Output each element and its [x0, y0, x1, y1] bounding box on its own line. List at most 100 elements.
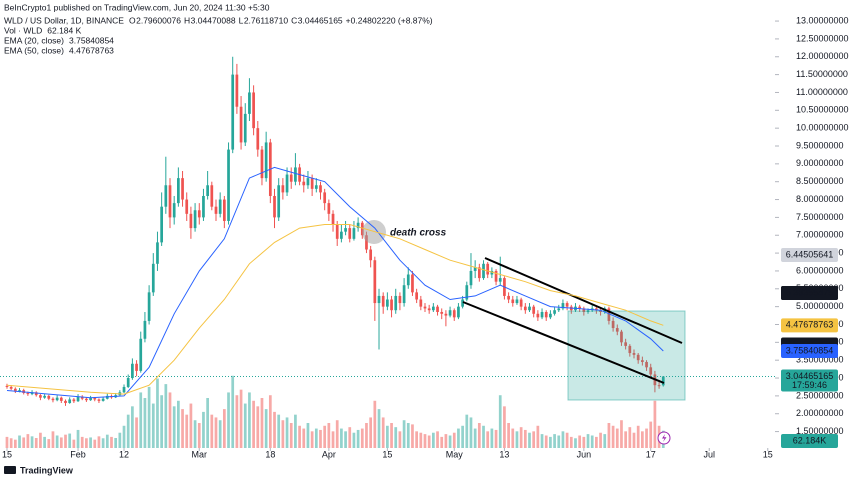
- volume-bar: [214, 417, 218, 448]
- ohlc-key: O: [129, 15, 136, 25]
- candle-body: [214, 206, 218, 214]
- candle-body: [314, 185, 318, 189]
- candle-body: [85, 398, 88, 401]
- candle-body: [657, 385, 661, 387]
- candle-body: [511, 299, 515, 304]
- volume-bar: [89, 437, 92, 448]
- candle-body: [557, 308, 561, 311]
- candle-body: [553, 310, 556, 314]
- volume-bar: [523, 429, 527, 448]
- volume-bar: [110, 436, 113, 448]
- candle-body: [13, 388, 17, 392]
- candle-body: [645, 361, 648, 368]
- y-tick-label: 9.50000000: [796, 140, 844, 150]
- candle-body: [377, 295, 381, 304]
- candle-body: [105, 395, 109, 399]
- x-tick-label: 18: [265, 449, 275, 459]
- candle-body: [218, 199, 222, 214]
- volume-bar: [377, 409, 381, 448]
- volume-layer: [5, 375, 665, 448]
- candle-body: [72, 399, 76, 402]
- volume-bar: [586, 434, 590, 448]
- candle-body: [273, 195, 276, 218]
- candle-body: [210, 185, 214, 207]
- volume-bar: [628, 427, 632, 448]
- candle-body: [151, 263, 155, 293]
- candle-body: [398, 295, 402, 304]
- volume-bar: [394, 427, 398, 448]
- y-tick-label: 11.50000000: [796, 69, 848, 79]
- candle-body: [248, 92, 251, 114]
- y-tick-label: 2.00000000: [796, 408, 844, 418]
- volume-bar: [143, 398, 147, 448]
- volume-bar: [365, 423, 368, 448]
- candle-body: [231, 74, 235, 150]
- candle-body: [649, 367, 653, 375]
- candle-body: [68, 399, 72, 404]
- candle-body: [461, 299, 464, 307]
- volume-bar: [202, 411, 205, 448]
- volume-bar: [386, 425, 389, 448]
- volume-bar: [532, 431, 536, 448]
- volume-bar: [607, 423, 611, 448]
- volume-bar: [323, 425, 327, 448]
- candle-body: [281, 185, 285, 193]
- volume-bar: [64, 434, 67, 448]
- volume-bar: [561, 431, 565, 448]
- volume-bar: [457, 428, 460, 448]
- volume-bar: [582, 436, 586, 448]
- volume-label-box: [781, 434, 838, 448]
- y-tick-label: 8.50000000: [796, 176, 844, 186]
- volume-bar: [76, 429, 80, 448]
- volume-bar: [641, 431, 644, 448]
- candle-body: [93, 398, 97, 400]
- candle-body: [636, 354, 640, 361]
- volume-bar: [528, 432, 531, 448]
- candle-body: [406, 274, 410, 286]
- volume-bar: [172, 406, 176, 448]
- volume-bar: [306, 423, 310, 448]
- candle-body: [352, 228, 356, 239]
- candle-body: [390, 299, 393, 311]
- candle-body: [365, 235, 368, 250]
- volume-bar: [197, 423, 201, 448]
- volume-bar: [168, 392, 172, 448]
- volume-bar: [47, 439, 51, 448]
- volume-bar: [285, 417, 289, 448]
- channel-upper: [484, 257, 683, 344]
- candle-body: [126, 378, 130, 387]
- candle-body: [235, 74, 239, 107]
- candle-body: [239, 106, 243, 143]
- volume-bar: [80, 436, 84, 448]
- x-tick-label: Mar: [192, 449, 208, 459]
- candle-body: [197, 210, 201, 218]
- x-tick-label: Jul: [703, 449, 715, 459]
- volume-bar: [649, 421, 653, 448]
- volume-bar: [477, 423, 481, 448]
- volume-bar: [252, 400, 255, 448]
- candle-body: [193, 210, 197, 229]
- candle-body: [440, 311, 444, 314]
- indicator-name: EMA (50, close): [4, 45, 64, 55]
- ohlc-value: 3.04470088: [191, 15, 236, 25]
- y-tick-label: 6.00000000: [796, 265, 844, 275]
- volume-bar: [235, 395, 239, 448]
- volume-bar: [461, 425, 464, 448]
- candle-body: [51, 398, 55, 401]
- volume-bar: [105, 434, 109, 448]
- countdown: 17:59:46: [792, 380, 827, 390]
- candle-body: [264, 142, 268, 179]
- candle-body: [277, 185, 281, 218]
- volume-bar: [289, 423, 293, 448]
- x-tick-label: 15: [2, 449, 12, 459]
- candle-body: [615, 328, 619, 332]
- candle-body: [373, 260, 377, 304]
- candle-body: [319, 185, 322, 193]
- candle-body: [327, 203, 331, 214]
- candle-body: [528, 306, 531, 311]
- y-tick-label: 3.50000000: [796, 355, 844, 365]
- candle-body: [202, 195, 205, 218]
- volume-bar: [344, 431, 347, 448]
- volume-bar: [373, 400, 377, 448]
